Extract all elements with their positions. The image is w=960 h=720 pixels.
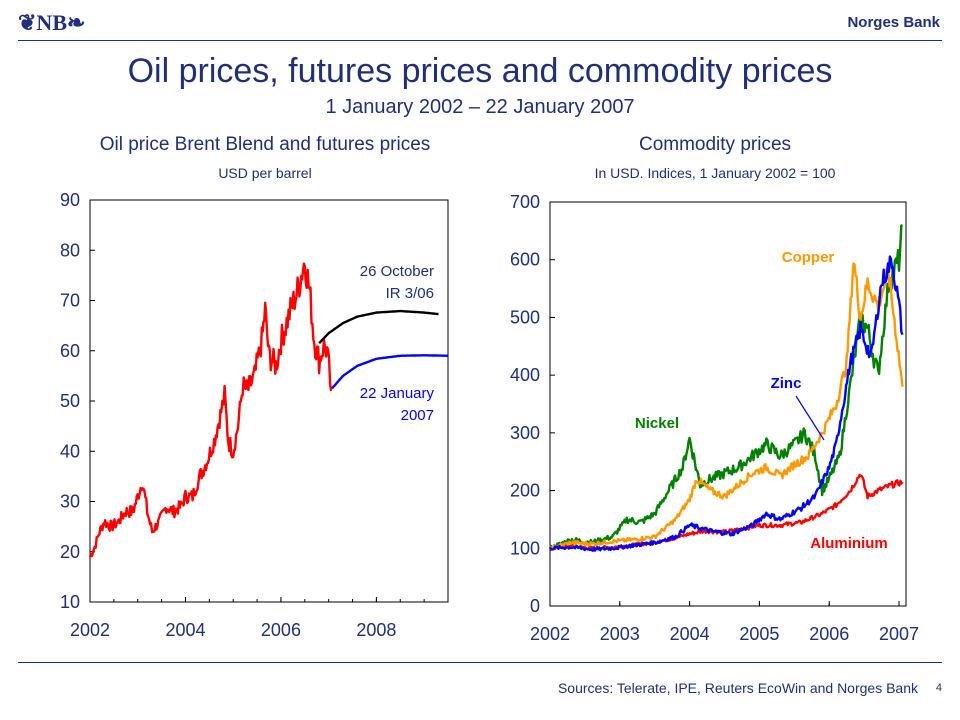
commodity-chart-title: Commodity prices [638, 134, 792, 155]
oil-x-tick-label: 2008 [356, 620, 396, 640]
oil-y-tick-label: 70 [60, 291, 80, 311]
commodity-zinc-pointer [795, 395, 825, 441]
page-subtitle: 1 January 2002 – 22 January 2007 [325, 96, 635, 118]
commodity-y-tick-label: 300 [510, 423, 540, 443]
oil-series-22-january-2007-futures [331, 354, 449, 390]
oil-chart-unit: USD per barrel [218, 165, 312, 181]
commodity-series-zinc [548, 255, 904, 552]
commodity-plot-frame [549, 201, 907, 607]
commodity-x-tick-label: 2007 [879, 624, 919, 644]
oil-y-tick-label: 60 [60, 341, 80, 361]
commodity-y-tick-label: 700 [510, 192, 540, 212]
norges-bank-logo: ❦NB❧ [18, 10, 86, 35]
commodity-label-copper: Copper [782, 249, 835, 266]
commodity-y-tick-label: 500 [510, 307, 540, 327]
oil-y-tick-label: 90 [60, 190, 80, 210]
oil-x-tick-label: 2002 [70, 620, 110, 640]
footer-divider [18, 662, 942, 663]
commodity-label-aluminium: Aluminium [810, 535, 888, 552]
oil-y-tick-label: 20 [60, 542, 80, 562]
oil-series-oil-price-brent-blend [88, 262, 333, 558]
oil-y-tick-label: 50 [60, 391, 80, 411]
oil-annotation-ir-3-06: IR 3/06 [386, 285, 434, 302]
commodity-chart-unit: In USD. Indices, 1 January 2002 = 100 [594, 165, 836, 181]
bank-name: Norges Bank [847, 14, 940, 31]
oil-y-tick-label: 30 [60, 492, 80, 512]
oil-y-tick-label: 80 [60, 240, 80, 260]
source-note: Sources: Telerate, IPE, Reuters EcoWin a… [557, 680, 918, 696]
commodity-y-tick-label: 200 [510, 481, 540, 501]
oil-x-tick-label: 2004 [165, 620, 205, 640]
oil-annotation-22-january: 22 January [360, 385, 435, 402]
commodity-x-tick-label: 2005 [739, 624, 779, 644]
commodity-label-zinc: Zinc [771, 375, 802, 392]
commodity-x-tick-label: 2003 [600, 624, 640, 644]
commodity-series-aluminium [549, 473, 904, 551]
commodity-x-tick-label: 2002 [530, 624, 570, 644]
page-number: 4 [935, 682, 942, 694]
commodity-x-tick-label: 2004 [670, 624, 710, 644]
commodity-x-tick-label: 2006 [809, 624, 849, 644]
oil-annotation-2007: 2007 [401, 407, 434, 424]
header-divider [18, 40, 942, 41]
oil-y-tick-label: 10 [60, 592, 80, 612]
oil-series-ir-3-06-futures [318, 309, 439, 345]
commodity-series-nickel [548, 224, 904, 551]
oil-chart-title: Oil price Brent Blend and futures prices [99, 134, 431, 155]
oil-plot-frame [89, 199, 449, 603]
commodity-y-tick-label: 0 [530, 596, 540, 616]
commodity-y-tick-label: 400 [510, 365, 540, 385]
commodity-y-tick-label: 600 [510, 250, 540, 270]
oil-annotation-26-october: 26 October [360, 263, 434, 280]
oil-x-tick-label: 2006 [261, 620, 301, 640]
oil-y-tick-label: 40 [60, 441, 80, 461]
page-title: Oil prices, futures prices and commodity… [127, 52, 833, 90]
commodity-label-nickel: Nickel [635, 415, 679, 432]
commodity-series-copper [549, 262, 904, 551]
commodity-y-tick-label: 100 [510, 538, 540, 558]
